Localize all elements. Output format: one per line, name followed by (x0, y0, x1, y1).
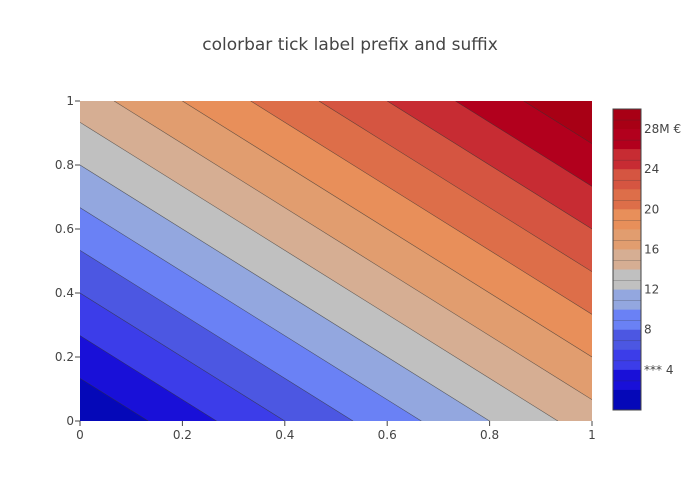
x-tick-label: 0.8 (480, 428, 499, 442)
contour-line (455, 101, 592, 187)
y-axis: 0 0.2 0.4 0.6 0.8 1 (55, 94, 80, 428)
colorbar-tick-label: *** 4 (644, 363, 673, 377)
x-tick-label: 0 (76, 428, 84, 442)
x-tick-label: 0.2 (173, 428, 192, 442)
chart-title: colorbar tick label prefix and suffix (202, 35, 498, 55)
contour-fills (80, 101, 592, 421)
colorbar: *** 4 8 12 16 20 24 28M € (612, 108, 681, 411)
x-tick-label: 0.4 (275, 428, 294, 442)
contour-line (182, 101, 592, 358)
contour-line (387, 101, 592, 230)
contour-line (80, 292, 285, 421)
y-tick-label: 0.6 (55, 222, 74, 236)
contour-lines (80, 101, 592, 421)
y-tick-label: 0.4 (55, 286, 74, 300)
contour-line (523, 101, 592, 144)
contour-line (80, 122, 559, 421)
colorbar-segment (613, 109, 641, 130)
y-tick-label: 0.8 (55, 158, 74, 172)
y-tick-label: 0 (66, 414, 74, 428)
y-tick-label: 0.2 (55, 350, 74, 364)
x-axis: 0 0.2 0.4 0.6 0.8 1 (76, 421, 596, 442)
colorbar-tick-label: 12 (644, 283, 659, 297)
colorbar-tick-label: 24 (644, 162, 659, 176)
contour-line (80, 164, 490, 421)
contour-line (80, 335, 217, 421)
contour-line (80, 378, 149, 421)
contour-line (318, 101, 592, 272)
y-tick-label: 1 (66, 94, 74, 108)
colorbar-tick-label: 20 (644, 202, 659, 216)
contour-line (80, 207, 422, 421)
x-tick-label: 1 (588, 428, 596, 442)
colorbar-tick-label: 16 (644, 242, 659, 256)
x-tick-label: 0.6 (378, 428, 397, 442)
contour-line (113, 101, 592, 400)
contour-line (80, 250, 354, 421)
colorbar-tick-label: 28M € (644, 122, 681, 136)
colorbar-tick-label: 8 (644, 323, 652, 337)
colorbar-outline (612, 108, 642, 411)
contour-line (250, 101, 592, 315)
